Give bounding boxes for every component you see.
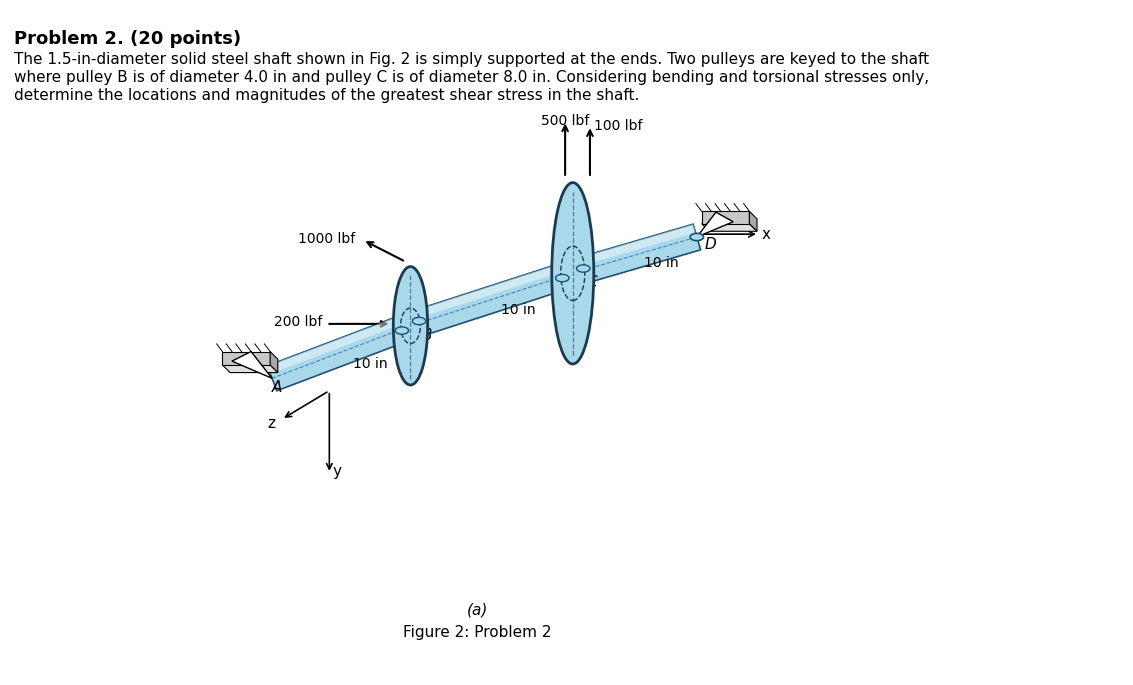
Polygon shape — [407, 260, 571, 321]
Text: A: A — [272, 380, 282, 395]
Text: determine the locations and magnitudes of the greatest shear stress in the shaft: determine the locations and magnitudes o… — [15, 88, 640, 103]
Ellipse shape — [690, 234, 704, 240]
Text: 10 in: 10 in — [645, 256, 679, 271]
Polygon shape — [270, 351, 278, 373]
Text: 1000 lbf: 1000 lbf — [298, 232, 355, 246]
Polygon shape — [222, 351, 270, 365]
Text: B: B — [421, 328, 433, 343]
Polygon shape — [569, 224, 700, 286]
Polygon shape — [701, 223, 757, 232]
Polygon shape — [749, 211, 757, 232]
Text: D: D — [705, 237, 716, 252]
Ellipse shape — [577, 265, 590, 272]
Polygon shape — [267, 313, 415, 391]
Polygon shape — [222, 365, 278, 373]
Polygon shape — [697, 212, 733, 237]
Text: 500 lbf: 500 lbf — [540, 114, 589, 128]
Text: x: x — [761, 227, 770, 242]
Ellipse shape — [395, 327, 409, 334]
Polygon shape — [569, 224, 696, 269]
Text: 10 in: 10 in — [352, 357, 387, 371]
Ellipse shape — [552, 183, 594, 364]
Polygon shape — [232, 351, 272, 378]
Polygon shape — [701, 211, 749, 223]
Text: y: y — [332, 464, 341, 479]
Text: 100 lbf: 100 lbf — [594, 119, 642, 133]
Ellipse shape — [393, 266, 427, 385]
Polygon shape — [407, 260, 577, 338]
Text: The 1.5-in-diameter solid steel shaft shown in Fig. 2 is simply supported at the: The 1.5-in-diameter solid steel shaft sh… — [15, 52, 929, 67]
Ellipse shape — [412, 317, 426, 325]
Text: 200 lbf: 200 lbf — [274, 315, 323, 329]
Text: Figure 2: Problem 2: Figure 2: Problem 2 — [403, 625, 552, 640]
Polygon shape — [267, 313, 409, 374]
Text: where pulley B is of diameter 4.0 in and pulley C is of diameter 8.0 in. Conside: where pulley B is of diameter 4.0 in and… — [15, 70, 929, 85]
Text: z: z — [267, 416, 275, 431]
Ellipse shape — [555, 275, 569, 282]
Text: (a): (a) — [467, 603, 488, 618]
Text: Problem 2. (20 points): Problem 2. (20 points) — [15, 30, 241, 48]
Text: C: C — [586, 275, 597, 290]
Text: 10 in: 10 in — [501, 303, 536, 316]
